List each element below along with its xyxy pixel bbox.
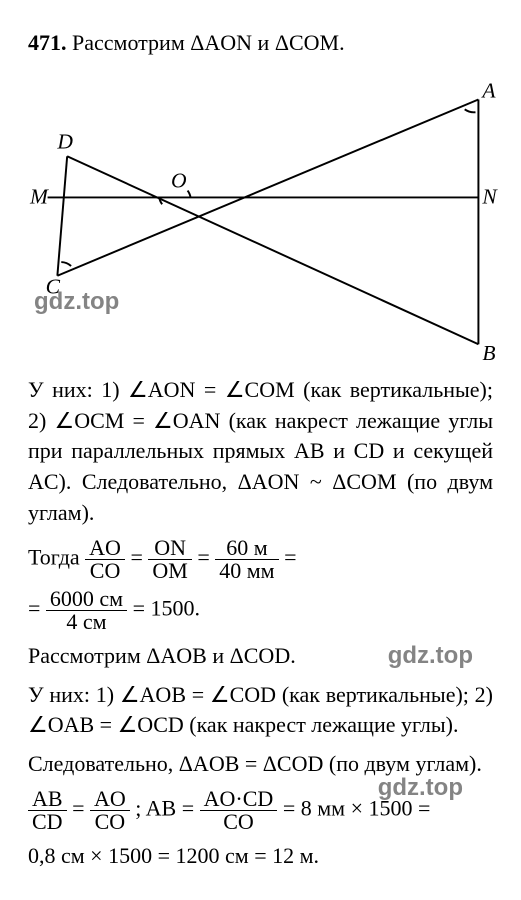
problem-intro: Рассмотрим ΔAON и ΔCOM. <box>72 30 345 55</box>
geometry-diagram: A B C D M N O <box>28 67 498 367</box>
paragraph-4: Рассмотрим ΔAOB и ΔCOD. <box>28 641 493 672</box>
paragraph-8: 0,8 см × 1500 = 1200 см = 12 м. <box>28 841 493 872</box>
label-d: D <box>56 129 73 153</box>
frac-ab-cd: ABCD <box>28 788 67 833</box>
eq2-prefix: = <box>28 595 46 620</box>
paragraph-5: У них: 1) ∠AOB = ∠COD (как вертикальные)… <box>28 680 493 742</box>
frac-aocd-co: AO·CDCO <box>200 788 278 833</box>
problem-number: 471. <box>28 30 67 55</box>
eq3-post: = 8 мм × 1500 = <box>283 796 431 821</box>
eq-line-3: ABCD = AOCO ; AB = AO·CDCO = 8 мм × 1500… <box>28 788 493 833</box>
label-b: B <box>482 341 495 365</box>
eq2-result: = 1500. <box>133 595 200 620</box>
eq-line-2: = 6000 см4 см = 1500. <box>28 588 493 633</box>
paragraph-6: Следовательно, ΔAOB = ΔCOD (по двум угла… <box>28 749 493 780</box>
frac-60-40: 60 м40 мм <box>215 537 278 582</box>
label-m: M <box>29 184 49 208</box>
label-n: N <box>481 184 498 208</box>
eq-line-1: Тогда AOCO = ONOM = 60 м40 мм = <box>28 537 493 582</box>
paragraph-1: У них: 1) ∠AON = ∠COM (как вертикальные)… <box>28 375 493 529</box>
label-a: A <box>480 78 496 102</box>
label-o: O <box>171 168 187 192</box>
diagram-container: A B C D M N O gdz.top <box>28 67 493 367</box>
label-c: C <box>46 274 61 298</box>
problem-header: 471. Рассмотрим ΔAON и ΔCOM. <box>28 28 493 59</box>
frac-ao-co-2: AOCO <box>90 788 130 833</box>
frac-6000-4: 6000 см4 см <box>46 588 127 633</box>
frac-ao-co: AOCO <box>85 537 125 582</box>
frac-on-om: ONOM <box>148 537 191 582</box>
eq3-mid: ; AB = <box>135 796 199 821</box>
eq1-prefix: Тогда <box>28 544 85 569</box>
